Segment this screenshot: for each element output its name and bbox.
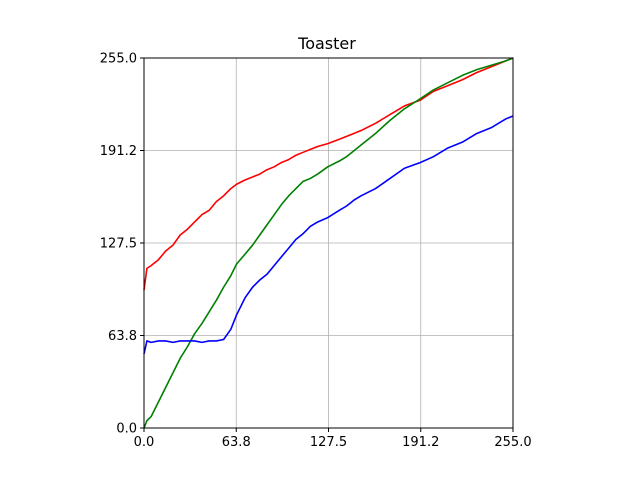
y-tick-label-4: 255.0 <box>100 52 137 67</box>
x-axis: 0.0 63.8 127.5 191.2 255.0 <box>134 428 532 450</box>
x-tick-label-2: 127.5 <box>310 435 347 450</box>
chart-title: Toaster <box>297 34 356 53</box>
grid-lines <box>143 57 514 429</box>
series-line-2 <box>143 115 514 355</box>
y-tick-label-3: 191.2 <box>100 144 137 159</box>
x-tick-label-3: 191.2 <box>402 435 439 450</box>
series-line-1 <box>143 57 514 429</box>
y-axis: 0.0 63.8 127.5 191.2 255.0 <box>100 52 144 437</box>
y-tick-label-1: 63.8 <box>108 329 137 344</box>
series-line-0 <box>143 57 514 291</box>
y-tick-label-0: 0.0 <box>116 422 137 437</box>
series-group <box>143 57 514 429</box>
x-tick-label-1: 63.8 <box>222 435 251 450</box>
x-tick-label-0: 0.0 <box>134 435 155 450</box>
y-tick-label-2: 127.5 <box>100 237 137 252</box>
x-tick-label-4: 255.0 <box>494 435 531 450</box>
